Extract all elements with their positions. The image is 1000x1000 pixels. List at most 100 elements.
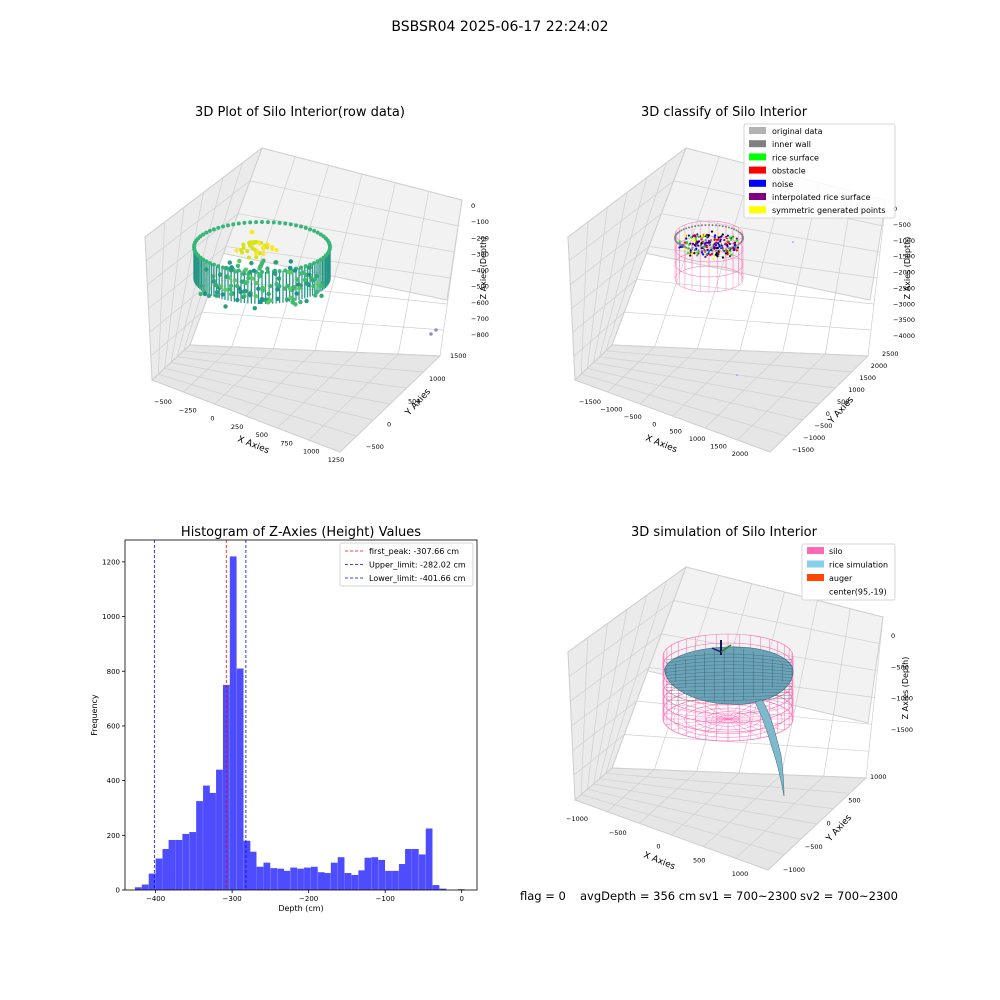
p2-y-tick: 500 — [837, 398, 849, 406]
raw-floor-point — [282, 286, 287, 291]
classify-wall-point — [688, 226, 691, 229]
p1-z-tick: −500 — [471, 283, 489, 291]
classify-3d-z-label: Z Axies (Depth) — [903, 237, 912, 300]
classify-wall-point — [708, 224, 710, 226]
classify-noise-point — [736, 374, 738, 376]
raw-peak-point — [241, 242, 246, 247]
raw-floor-point — [234, 283, 240, 289]
histogram-bar — [439, 888, 447, 890]
raw-rim-point — [277, 269, 282, 274]
classify-wall-point — [730, 246, 733, 249]
classify-wall-point — [694, 225, 697, 228]
histogram-plot-area — [125, 540, 477, 890]
raw-floor-point — [302, 277, 308, 283]
raw-peak-point — [256, 241, 261, 246]
raw-peak-point — [252, 247, 257, 252]
raw-3d-z-label: Z Axies (Depth) — [479, 237, 488, 300]
raw-rim-point — [211, 227, 216, 232]
histogram-bar — [277, 868, 285, 890]
histogram-bar — [148, 873, 156, 890]
figure-suptitle: BSBSR04 2025-06-17 22:24:02 — [391, 19, 608, 35]
raw-peak-point — [274, 248, 279, 253]
rice-mesh-line — [665, 694, 793, 698]
p1-x-tick: 500 — [256, 431, 268, 439]
raw-rim-point — [308, 227, 313, 232]
rice-surface-top — [664, 646, 794, 705]
classify-wall-point — [715, 224, 718, 227]
simulation-3d-x-label: X Axies — [642, 851, 677, 873]
classify-3d-x-label: X Axies — [644, 434, 679, 456]
classify-point — [726, 253, 729, 256]
classify-wall-point — [676, 242, 679, 245]
classify-point — [720, 246, 723, 249]
classify-wall-point — [727, 226, 730, 229]
rice-mesh-line — [665, 675, 793, 679]
classify-point — [700, 251, 704, 254]
classify-wall-point — [721, 225, 724, 228]
raw-floor-point — [298, 299, 303, 305]
histogram-x-label: Depth (cm) — [278, 904, 323, 913]
auger-arm-navy — [711, 647, 722, 653]
classify-point — [730, 238, 733, 241]
raw-floor-point — [275, 287, 280, 292]
raw-rim-point — [299, 224, 304, 229]
classify-point — [706, 233, 709, 237]
histogram-y-tick-label: 0 — [116, 887, 120, 895]
histogram-y-tick-label: 400 — [107, 777, 120, 785]
histogram-legend-label: Upper_limit: -282.02 cm — [369, 561, 466, 570]
raw-floor-point — [248, 270, 253, 275]
classify-wall-point — [682, 228, 685, 231]
histogram-frame — [124, 539, 478, 891]
classify-3d-grid — [567, 147, 887, 453]
raw-floor-point — [243, 288, 248, 294]
p2-x-tick: 0 — [652, 420, 656, 428]
classify-point — [700, 242, 703, 245]
rice-surface-dip — [754, 699, 785, 797]
histogram-y-tick-label: 1000 — [102, 613, 120, 621]
raw-floor-point — [285, 283, 290, 289]
raw-rim-point — [226, 223, 230, 228]
rice-mesh-line — [665, 671, 793, 676]
raw-floor-point — [257, 272, 262, 277]
raw-floor-point — [251, 268, 257, 273]
classify-point — [717, 233, 720, 236]
raw-floor-point — [287, 286, 293, 292]
raw-floor-point — [249, 260, 254, 266]
histogram-bar — [216, 769, 223, 890]
classify-point — [702, 253, 705, 256]
raw-peak-point — [234, 248, 239, 253]
raw-floor-point — [265, 266, 270, 271]
classify-wall-point — [680, 244, 683, 247]
p1-x-tick: 1250 — [328, 456, 345, 464]
histogram-y-tick-label: 800 — [107, 668, 120, 676]
classify-point — [736, 246, 739, 249]
classify-point — [699, 244, 703, 247]
raw-floor-point — [261, 258, 266, 263]
raw-floor-point — [227, 260, 233, 265]
simulation-legend-swatch — [807, 547, 824, 554]
raw-floor-point — [296, 286, 302, 291]
histogram-bar — [270, 868, 278, 890]
raw-floor-point — [256, 286, 261, 292]
classify-point — [728, 236, 732, 239]
classify-legend-label: original data — [772, 127, 823, 136]
raw-rim-point — [220, 224, 225, 229]
histogram-bar — [411, 848, 419, 890]
raw-peak-point — [261, 251, 266, 256]
simulation-legend-label: center(95,-19) — [829, 588, 887, 597]
raw-floor-point — [274, 281, 279, 287]
p4-x-tick: 500 — [693, 856, 705, 864]
raw-floor-point — [198, 291, 203, 297]
classify-point — [683, 241, 687, 244]
simulation-legend-swatch — [807, 560, 824, 568]
classify-3d-point-cloud — [674, 220, 794, 376]
raw-floor-point — [237, 258, 242, 264]
classify-wall-point — [682, 245, 685, 248]
histogram-legend-label: first_peak: -307.66 cm — [369, 547, 459, 556]
histogram-bar — [196, 801, 203, 890]
footer-flag: flag = 0 — [520, 889, 566, 903]
raw-floor-point — [223, 304, 228, 309]
p1-y-tick: 0 — [387, 420, 391, 428]
raw-rim-point — [288, 222, 293, 227]
classify-legend-label: rice surface — [772, 153, 819, 162]
